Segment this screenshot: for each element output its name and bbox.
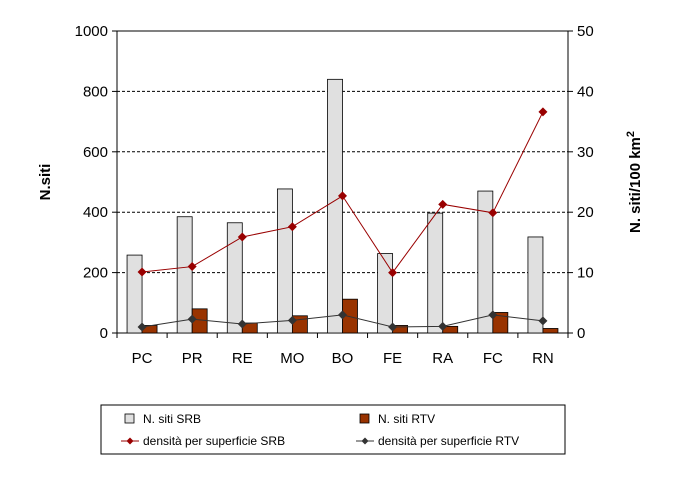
point-density-srb bbox=[237, 232, 247, 242]
bar-srb bbox=[126, 254, 143, 334]
bar-srb bbox=[276, 188, 293, 334]
legend-label: N. siti SRB bbox=[143, 412, 201, 426]
point-density-rtv bbox=[187, 314, 197, 324]
point-density-srb bbox=[488, 208, 498, 218]
y-tick-label: 0 bbox=[100, 325, 108, 342]
point-density-rtv bbox=[237, 319, 247, 329]
x-tick-label: BO bbox=[332, 350, 354, 367]
legend-marker bbox=[361, 437, 369, 445]
x-tick-label: RN bbox=[532, 350, 554, 367]
x-tick-label: PC bbox=[132, 350, 153, 367]
y2-axis-title: N. siti/100 km2 bbox=[625, 131, 644, 233]
point-density-rtv bbox=[338, 310, 347, 320]
y-tick-label: 200 bbox=[83, 265, 108, 282]
legend-swatch bbox=[124, 413, 135, 424]
legend-label: N. siti RTV bbox=[378, 412, 435, 426]
bar-rtv bbox=[542, 328, 559, 334]
x-tick-label: RE bbox=[232, 350, 253, 367]
x-tick-label: FE bbox=[383, 350, 402, 367]
y-tick-label: 400 bbox=[83, 204, 108, 221]
point-density-rtv bbox=[137, 322, 147, 332]
point-density-srb bbox=[538, 107, 548, 117]
y2-tick-label: 10 bbox=[577, 265, 594, 282]
bar-srb bbox=[477, 190, 494, 334]
point-density-srb bbox=[187, 262, 197, 272]
y-axis-title: N.siti bbox=[37, 164, 54, 201]
point-density-srb bbox=[388, 268, 398, 278]
legend-box bbox=[100, 404, 566, 455]
x-tick-label: RA bbox=[432, 350, 453, 367]
bar-rtv bbox=[492, 312, 509, 334]
bar-srb bbox=[226, 222, 243, 334]
y2-tick-label: 40 bbox=[577, 83, 594, 100]
point-density-rtv bbox=[438, 321, 448, 331]
bar-srb bbox=[377, 253, 394, 334]
x-tick-label: PR bbox=[182, 350, 203, 367]
y2-tick-label: 30 bbox=[577, 144, 594, 161]
point-density-rtv bbox=[388, 322, 398, 332]
bar-srb bbox=[176, 216, 193, 334]
y-tick-label: 800 bbox=[83, 83, 108, 100]
point-density-srb bbox=[438, 199, 448, 209]
y2-tick-label: 0 bbox=[577, 325, 585, 342]
y-tick-label: 1000 bbox=[75, 23, 108, 40]
legend-swatch bbox=[359, 413, 370, 424]
legend-label: densità per superficie RTV bbox=[378, 434, 519, 448]
x-tick-label: MO bbox=[280, 350, 304, 367]
bar-srb bbox=[327, 78, 343, 334]
bar-srb bbox=[527, 236, 544, 334]
point-density-srb bbox=[338, 191, 347, 201]
x-tick-label: FC bbox=[483, 350, 503, 367]
legend-marker bbox=[126, 437, 134, 445]
y2-tick-label: 50 bbox=[577, 23, 594, 40]
y2-axis-title-superscript: 2 bbox=[625, 131, 637, 137]
point-density-rtv bbox=[538, 316, 548, 326]
legend-label: densità per superficie SRB bbox=[143, 434, 285, 448]
point-density-rtv bbox=[488, 310, 498, 320]
point-density-rtv bbox=[287, 315, 297, 325]
point-density-srb bbox=[137, 267, 147, 277]
y-tick-label: 600 bbox=[83, 144, 108, 161]
point-density-srb bbox=[287, 222, 297, 232]
y2-tick-label: 20 bbox=[577, 204, 594, 221]
bar-srb bbox=[427, 212, 444, 334]
